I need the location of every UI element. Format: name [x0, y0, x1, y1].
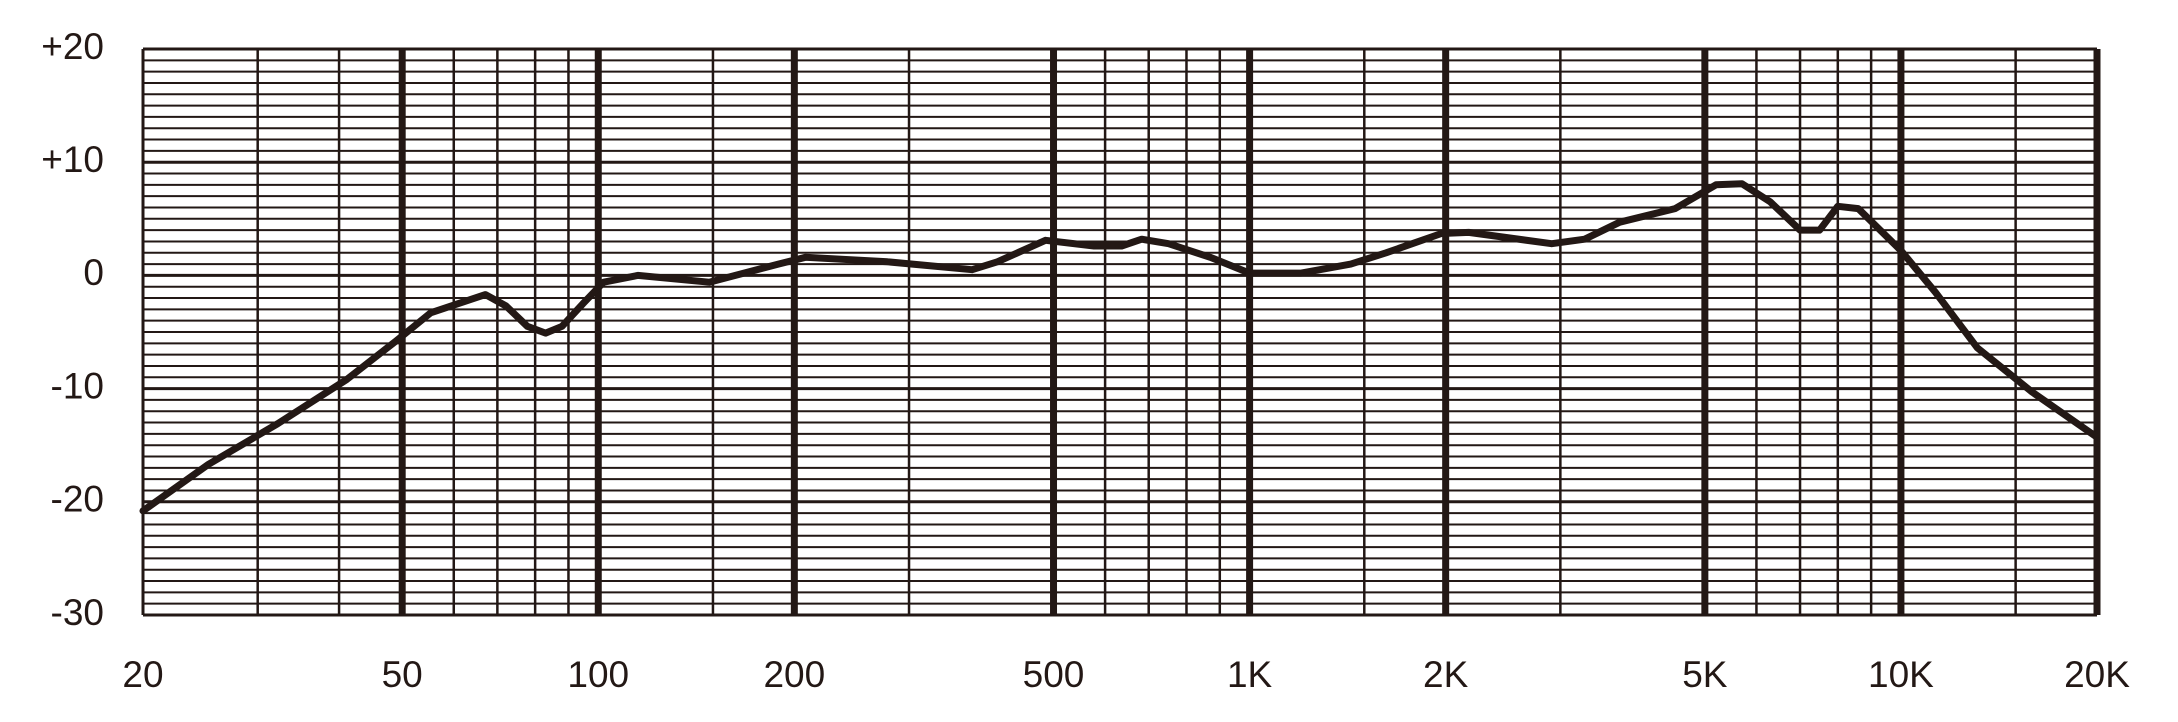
x-tick-label: 20K: [2064, 654, 2130, 695]
x-tick-label: 1K: [1227, 654, 1273, 695]
x-tick-label: 2K: [1423, 654, 1469, 695]
x-tick-label: 100: [567, 654, 629, 695]
response-curve: [139, 180, 2101, 515]
x-tick-label: 5K: [1682, 654, 1728, 695]
x-tick-label: 20: [122, 654, 163, 695]
y-tick-label: -10: [51, 365, 104, 406]
y-tick-label: 0: [83, 252, 104, 293]
x-tick-label: 50: [382, 654, 423, 695]
x-tick-label: 10K: [1868, 654, 1934, 695]
y-tick-label: +10: [41, 139, 104, 180]
y-tick-label: -30: [51, 592, 104, 633]
y-tick-label: -20: [51, 479, 104, 520]
x-tick-label: 200: [763, 654, 825, 695]
y-tick-label: +20: [41, 26, 104, 67]
x-tick-label: 500: [1023, 654, 1085, 695]
